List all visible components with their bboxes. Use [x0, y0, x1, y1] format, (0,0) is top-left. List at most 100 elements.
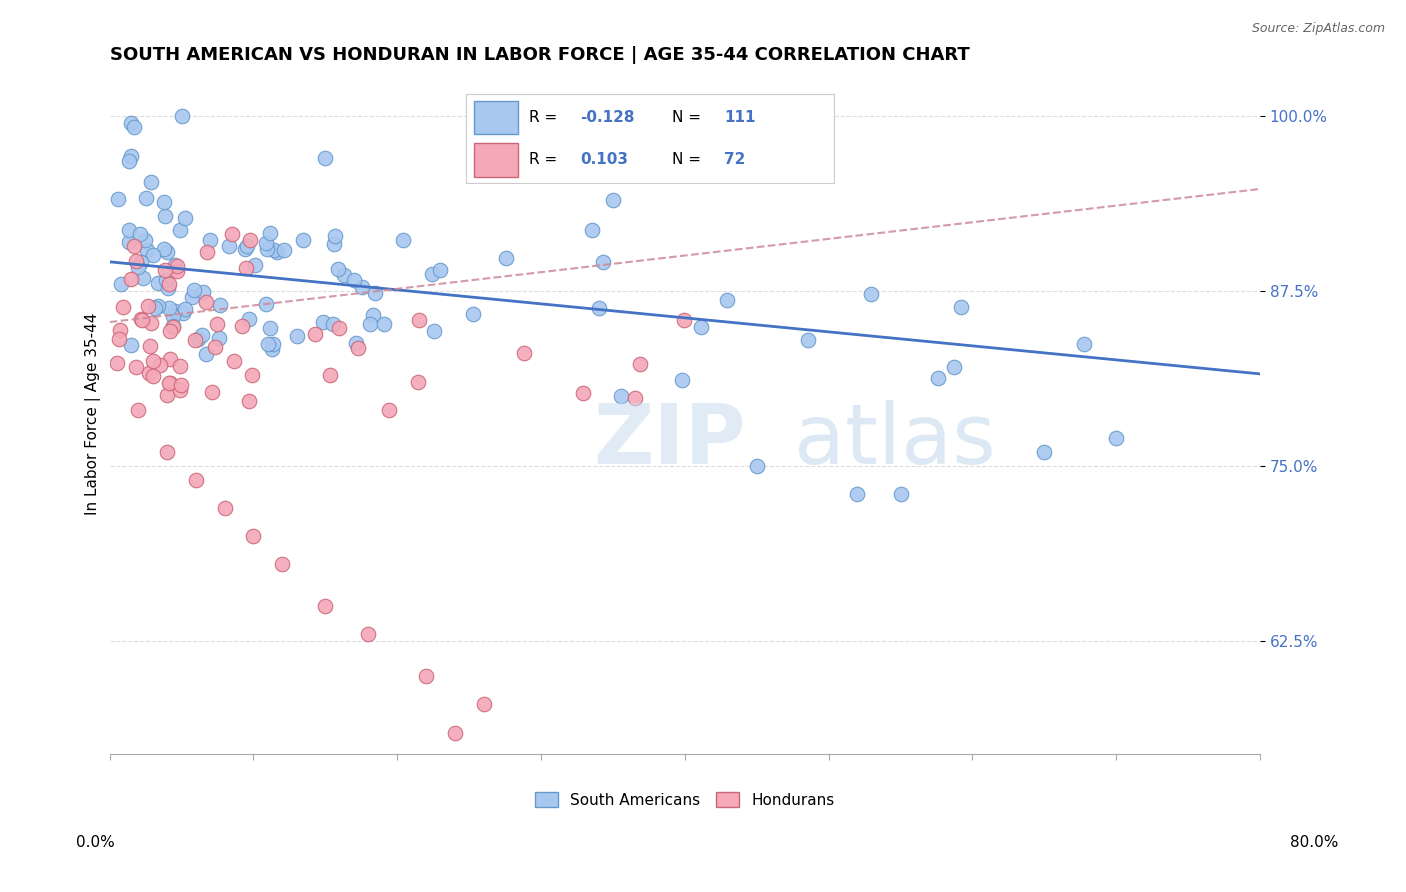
Legend: South Americans, Hondurans: South Americans, Hondurans	[529, 786, 841, 814]
Point	[165, 303, 187, 318]
Point	[170, 378, 193, 392]
Point	[135, 191, 157, 205]
Point	[191, 285, 214, 300]
Point	[120, 272, 142, 286]
Point	[205, 318, 228, 332]
Point	[314, 599, 336, 614]
Point	[513, 346, 536, 360]
Point	[796, 334, 818, 348]
Point	[159, 277, 181, 292]
Point	[200, 233, 222, 247]
Point	[235, 239, 257, 253]
Point	[149, 358, 172, 372]
Point	[201, 384, 224, 399]
Point	[183, 284, 205, 298]
Point	[263, 243, 285, 257]
Point	[359, 317, 381, 331]
Point	[148, 276, 170, 290]
Point	[142, 354, 165, 368]
Point	[373, 318, 395, 332]
Point	[323, 229, 346, 244]
Point	[120, 149, 142, 163]
Point	[174, 301, 197, 316]
Point	[243, 258, 266, 272]
Point	[208, 298, 231, 312]
Point	[218, 239, 240, 253]
Point	[172, 305, 194, 319]
Point	[187, 333, 209, 347]
Point	[602, 193, 624, 207]
Point	[162, 320, 184, 334]
Point	[120, 116, 142, 130]
Point	[377, 402, 399, 417]
Point	[125, 253, 148, 268]
Point	[326, 262, 349, 277]
Point	[120, 338, 142, 352]
Point	[139, 339, 162, 353]
Point	[127, 403, 149, 417]
Point	[153, 242, 176, 256]
Point	[118, 154, 141, 169]
Point	[240, 368, 263, 382]
Point	[495, 252, 517, 266]
Point	[312, 315, 335, 329]
Point	[927, 371, 949, 385]
Point	[846, 487, 869, 501]
Point	[328, 320, 350, 334]
Point	[671, 373, 693, 387]
Point	[415, 669, 437, 683]
Point	[610, 389, 633, 403]
Point	[323, 236, 346, 251]
Point	[571, 386, 593, 401]
Point	[266, 245, 288, 260]
Point	[156, 445, 179, 459]
Point	[581, 223, 603, 237]
Point	[420, 268, 443, 282]
Point	[153, 194, 176, 209]
Point	[169, 223, 191, 237]
Point	[169, 384, 191, 398]
Text: 0.0%: 0.0%	[76, 836, 115, 850]
Point	[191, 327, 214, 342]
Point	[262, 337, 284, 351]
Y-axis label: In Labor Force | Age 35-44: In Labor Force | Age 35-44	[86, 312, 101, 515]
Point	[689, 320, 711, 334]
Point	[153, 209, 176, 223]
Point	[319, 368, 342, 382]
Point	[139, 176, 162, 190]
Point	[118, 235, 141, 249]
Point	[592, 255, 614, 269]
Point	[129, 312, 152, 326]
Point	[716, 293, 738, 307]
Point	[134, 233, 156, 247]
Point	[942, 360, 965, 375]
Point	[472, 698, 495, 712]
Point	[138, 299, 160, 313]
Point	[155, 273, 177, 287]
Point	[195, 295, 218, 310]
Point	[357, 627, 380, 641]
Point	[162, 310, 184, 324]
Point	[628, 357, 651, 371]
Point	[259, 227, 281, 241]
Point	[131, 313, 153, 327]
Point	[128, 227, 150, 241]
Point	[292, 233, 315, 247]
Point	[181, 290, 204, 304]
Point	[166, 259, 188, 273]
Point	[364, 285, 387, 300]
Point	[624, 392, 647, 406]
Point	[132, 271, 155, 285]
Point	[429, 262, 451, 277]
Point	[125, 359, 148, 374]
Point	[254, 297, 277, 311]
Point	[443, 725, 465, 739]
Point	[156, 388, 179, 402]
Point	[111, 300, 134, 314]
Point	[118, 223, 141, 237]
Point	[406, 376, 429, 390]
Point	[322, 317, 344, 331]
Point	[129, 255, 152, 269]
Point	[350, 279, 373, 293]
Point	[138, 366, 160, 380]
